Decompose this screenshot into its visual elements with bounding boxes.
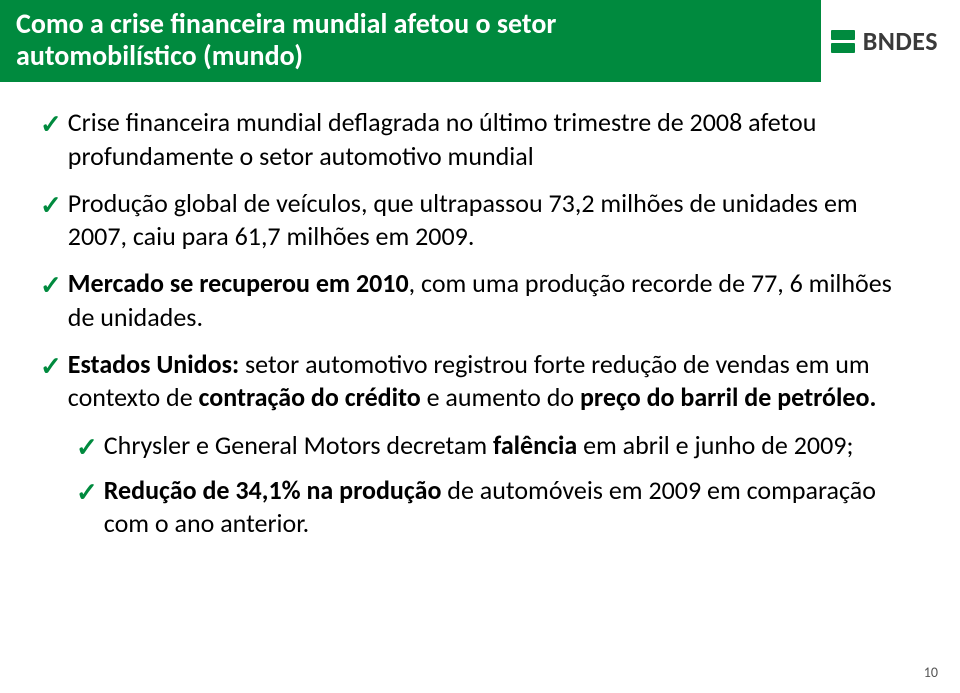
content-area: ✓Crise financeira mundial deflagrada no … [0, 82, 960, 540]
bullet-text: Crise financeira mundial deflagrada no ú… [68, 106, 920, 173]
bullet: ✓Mercado se recuperou em 2010, com uma p… [40, 267, 920, 334]
bullet-text: Chrysler e General Motors decretam falên… [104, 429, 920, 462]
title-block: Como a crise financeira mundial afetou o… [0, 0, 821, 82]
text-run: preço do barril de petróleo. [580, 381, 876, 413]
check-icon: ✓ [40, 189, 62, 222]
page-number: 10 [924, 664, 938, 681]
logo-text: BNDES [863, 25, 938, 57]
text-run: e aumento do [427, 381, 580, 413]
bullet-text: Mercado se recuperou em 2010, com uma pr… [68, 267, 920, 334]
logo: BNDES [821, 0, 960, 82]
bullet: ✓Crise financeira mundial deflagrada no … [40, 106, 920, 173]
sub-bullet: ✓Chrysler e General Motors decretam falê… [76, 429, 920, 462]
text-run: Estados Unidos: [68, 348, 245, 380]
check-icon: ✓ [40, 350, 62, 383]
text-run: falência [493, 429, 583, 461]
text-run: em abril e junho de 2009; [583, 429, 853, 461]
logo-bar-icon [831, 43, 855, 53]
text-run: Crise financeira mundial deflagrada no ú… [68, 106, 817, 171]
title-line-2: automobilístico (mundo) [16, 40, 821, 72]
header-bar: Como a crise financeira mundial afetou o… [0, 0, 960, 82]
check-icon: ✓ [40, 269, 62, 302]
text-run: Mercado se recuperou em 2010 [68, 267, 409, 299]
bullet: ✓Estados Unidos: setor automotivo regist… [40, 348, 920, 415]
bullet: ✓Produção global de veículos, que ultrap… [40, 187, 920, 254]
text-run: Redução de 34,1% na produção [104, 474, 448, 506]
text-run: Produção global de veículos, que ultrapa… [68, 187, 858, 252]
logo-mark-icon [831, 30, 855, 53]
check-icon: ✓ [76, 476, 98, 509]
check-icon: ✓ [40, 108, 62, 141]
text-run: Chrysler e General Motors decretam [104, 429, 493, 461]
slide: Como a crise financeira mundial afetou o… [0, 0, 960, 693]
title-line-1: Como a crise financeira mundial afetou o… [16, 8, 821, 40]
bullet-text: Estados Unidos: setor automotivo registr… [68, 348, 920, 415]
text-run: contração do crédito [199, 381, 427, 413]
check-icon: ✓ [76, 431, 98, 464]
bullet-text: Redução de 34,1% na produção de automóve… [104, 474, 920, 541]
bullet-text: Produção global de veículos, que ultrapa… [68, 187, 920, 254]
logo-bar-icon [831, 30, 855, 40]
sub-bullet: ✓Redução de 34,1% na produção de automóv… [76, 474, 920, 541]
